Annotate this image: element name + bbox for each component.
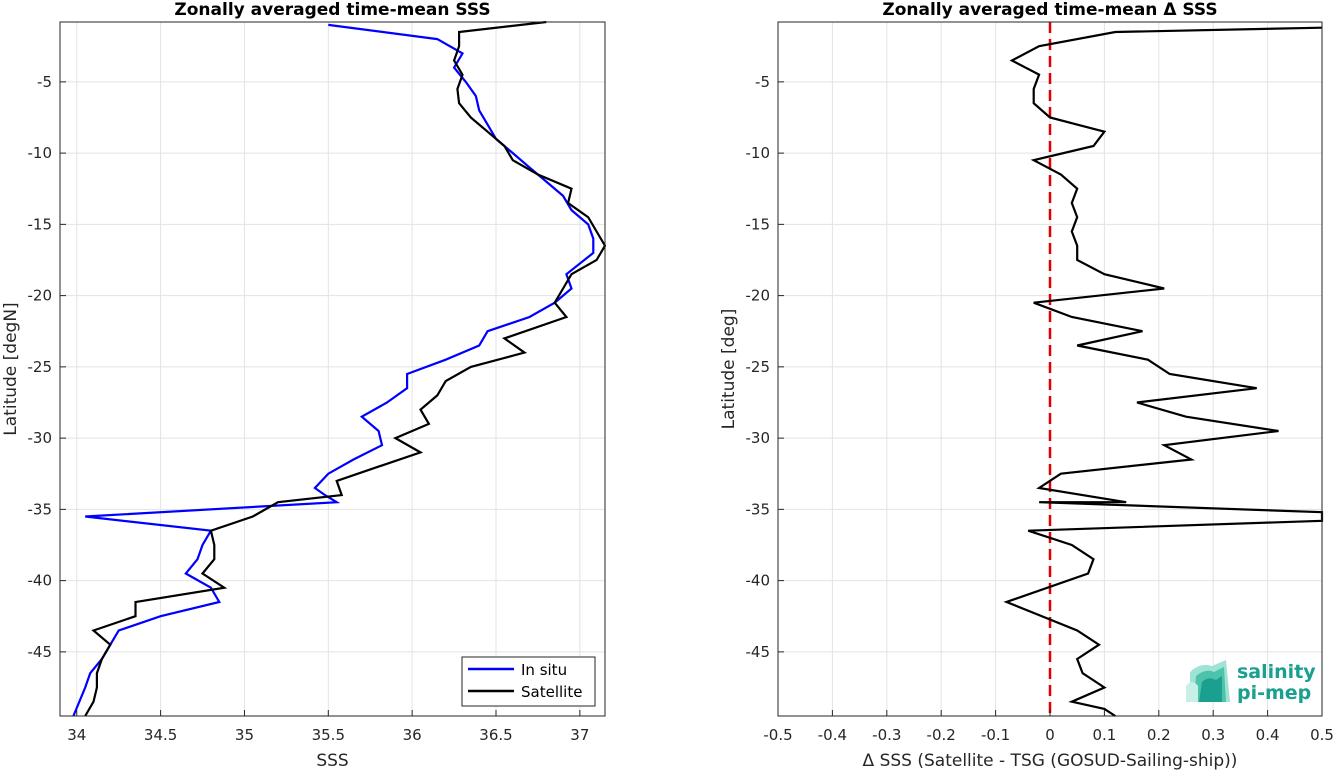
delta-y-axis-label: Latitude [deg] (719, 309, 739, 430)
sss-y-tick-label: -15 (28, 215, 53, 233)
sss-y-tick-label: -10 (28, 144, 53, 162)
sss-y-tick-label: -5 (37, 73, 52, 91)
legend-label-satellite: Satellite (521, 683, 582, 701)
delta-y-tick-label: -5 (755, 73, 770, 91)
delta-series (1003, 26, 1324, 717)
sss-axes-frame (59, 21, 606, 717)
delta-grid (777, 22, 1323, 716)
legend-box (461, 656, 596, 707)
delta-x-tick-label: -0.4 (818, 726, 847, 744)
logo-text-pi-mep: pi-mep (1237, 682, 1311, 704)
delta-x-tick-label: -0.2 (927, 726, 956, 744)
wave-logo-icon (1186, 660, 1230, 702)
delta-chart-title: Zonally averaged time-mean Δ SSS (882, 0, 1217, 20)
sss-series-line-satellite (84, 20, 607, 717)
salinity-pi-mep-logo: salinity pi-mep (1186, 660, 1316, 704)
delta-series-line-0 (1003, 26, 1324, 717)
sss-x-tick-label: 35 (235, 726, 254, 744)
delta-sss-panel: -0.5 -0.4 -0.3 -0.2 -0.1 0 0.1 0.2 0.3 0.4 0.5 -5 -1… (719, 0, 1334, 770)
delta-y-tick-label: -10 (746, 144, 771, 162)
sss-y-tick-label: -30 (28, 429, 53, 447)
delta-y-tick-label: -30 (746, 429, 771, 447)
delta-x-tick-label: -0.3 (872, 726, 901, 744)
sss-x-tick-label: 35.5 (312, 726, 345, 744)
delta-y-tick-label: -45 (746, 643, 771, 661)
delta-x-tick-label: 0 (1045, 726, 1055, 744)
delta-x-tick-label: -0.5 (763, 726, 792, 744)
delta-x-tick-label: 0.5 (1310, 726, 1334, 744)
delta-y-tick-label: -35 (746, 500, 771, 518)
delta-x-tick-label: 0.2 (1147, 726, 1171, 744)
delta-y-tick-label: -15 (746, 215, 771, 233)
sss-x-axis-label: SSS (316, 751, 348, 770)
sss-grid (60, 22, 605, 716)
sss-series (72, 20, 607, 717)
delta-x-tick-label: -0.1 (981, 726, 1010, 744)
sss-y-tick-label: -35 (28, 500, 53, 518)
sss-y-tick-label: -20 (28, 287, 53, 305)
sss-ticks: 34 34.5 35 35.5 36 36.5 37 -5 -10 -15 -20 -25 -30 -35… (28, 73, 590, 744)
delta-y-tick-label: -40 (746, 572, 771, 590)
legend-label-in-situ: In situ (521, 661, 567, 679)
delta-x-tick-label: 0.3 (1201, 726, 1225, 744)
sss-x-tick-label: 36.5 (479, 726, 512, 744)
logo-text-salinity: salinity (1237, 661, 1316, 683)
sss-x-tick-label: 36 (403, 726, 422, 744)
delta-x-tick-label: 0.4 (1256, 726, 1280, 744)
delta-ticks: -0.5 -0.4 -0.3 -0.2 -0.1 0 0.1 0.2 0.3 0.4 0.5 -5 -1… (746, 73, 1334, 744)
sss-y-tick-label: -45 (28, 643, 53, 661)
sss-y-axis-label: Latitude [degN] (1, 302, 21, 435)
sss-legend: In situ Satellite (461, 656, 596, 707)
sss-x-tick-label: 34.5 (144, 726, 177, 744)
delta-y-tick-label: -25 (746, 358, 771, 376)
sss-y-tick-label: -40 (28, 572, 53, 590)
delta-y-tick-label: -20 (746, 287, 771, 305)
sss-x-tick-label: 34 (67, 726, 86, 744)
sss-chart-title: Zonally averaged time-mean SSS (174, 0, 490, 20)
delta-x-axis-label: Δ SSS (Satellite - TSG (GOSUD-Sailing-sh… (863, 751, 1238, 770)
delta-x-tick-label: 0.1 (1092, 726, 1116, 744)
sss-series-line-in-situ (72, 23, 595, 717)
sss-y-tick-label: -25 (28, 358, 53, 376)
sss-profile-panel: 34 34.5 35 35.5 36 36.5 37 -5 -10 -15 -20 -25 -30 -35… (1, 0, 607, 770)
sss-x-tick-label: 37 (570, 726, 589, 744)
